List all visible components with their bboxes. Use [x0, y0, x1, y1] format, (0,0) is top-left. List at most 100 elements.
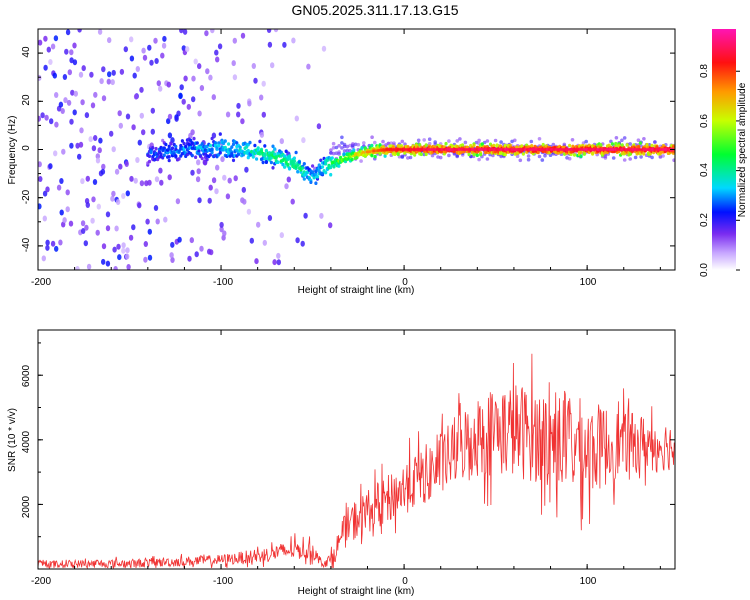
spectrogram-noise-cell [105, 260, 111, 267]
spectrogram-ridge-cell [296, 169, 300, 174]
spectrogram-ridge-cell [311, 164, 315, 168]
spectrogram-noise-cell [77, 153, 82, 160]
spectrogram-noise-cell [101, 163, 106, 170]
spectrogram-noise-cell [477, 138, 481, 143]
spectrogram-noise-cell [266, 29, 272, 33]
spectrogram-noise-cell [219, 226, 224, 233]
spectrogram-ridge-cell [283, 165, 287, 169]
spectrogram-noise-cell [117, 254, 122, 261]
spectrogram-noise-cell [41, 255, 46, 262]
spectrogram-ridge-cell [236, 152, 240, 157]
spectrogram-ridge-cell [319, 158, 323, 163]
spectrogram-noise-cell [373, 140, 377, 145]
spectrogram-noise-cell [636, 138, 641, 142]
spectrogram-noise-cell [447, 153, 451, 158]
spectrogram-noise-cell [38, 115, 41, 122]
spectrogram-noise-cell [53, 150, 58, 157]
spectrogram-ridge-cell [309, 180, 313, 184]
spectrogram-noise-cell [97, 147, 102, 154]
spectrogram-ridge-cell [259, 149, 264, 153]
spectrogram-noise-cell [88, 136, 93, 143]
spectrogram-ridge-cell [256, 146, 260, 150]
spectrogram-noise-cell [658, 155, 663, 159]
spectrogram-noise-cell [69, 142, 74, 149]
spectrogram-noise-cell [125, 247, 130, 254]
spectrogram-ridge-cell [292, 156, 296, 160]
spectrogram-noise-cell [49, 118, 54, 125]
spectrogram-ridge-cell [352, 148, 356, 152]
spectrogram-noise-cell [158, 167, 163, 174]
spectrogram-noise-cell [61, 148, 66, 155]
spectrogram-noise-cell [128, 234, 134, 241]
spectrogram-noise-cell [611, 156, 616, 160]
spectrogram-noise-cell [225, 193, 231, 200]
spectrogram-noise-cell [191, 96, 196, 103]
spectrogram-ridge-cell [258, 139, 262, 144]
spectrogram-noise-cell [44, 114, 49, 121]
spectrogram-noise-cell [101, 258, 106, 265]
spectrogram-ridge-cell [283, 154, 287, 158]
colorbar-ticks [736, 70, 740, 271]
spectrogram-noise-cell [301, 137, 306, 144]
spectrogram-ridge-cell [645, 142, 649, 147]
spectrogram-noise-cell [153, 37, 158, 44]
spectrogram-noise-cell [179, 29, 184, 34]
spectrogram-ridge-cell [480, 142, 484, 146]
spectrogram-ridge-cell [200, 156, 204, 161]
spectrogram-noise-cell [267, 41, 273, 48]
spectrogram-noise-cell [262, 239, 267, 246]
spectrogram-noise-cell [215, 164, 220, 171]
colorbar-tick-label: 0.8 [699, 64, 710, 78]
spectrogram-noise-cell [142, 54, 148, 61]
spectrogram-ridge-cell [591, 151, 595, 155]
spectrogram-noise-cell [45, 244, 50, 251]
spectrogram-ridge-cell [451, 144, 455, 148]
spectrogram-noise-cell [156, 80, 161, 87]
spectrogram-noise-cell [95, 157, 101, 164]
spectrogram-cells [38, 29, 675, 270]
spectrogram-noise-cell [191, 75, 196, 82]
spectrogram-noise-cell [101, 66, 106, 73]
spectrogram-ridge-cell [271, 166, 275, 170]
spectrogram-ridge-cell [167, 158, 171, 163]
x-tick-label-top: 100 [580, 277, 597, 288]
spectrogram-ridge-cell [329, 172, 333, 177]
spectrogram-noise-cell [81, 65, 86, 72]
spectrogram-noise-cell [179, 84, 184, 91]
spectrogram-ridge-cell [572, 153, 577, 157]
spectrogram-noise-cell [60, 108, 65, 114]
spectrogram-ridge-cell [208, 143, 212, 148]
spectrogram-noise-cell [392, 141, 396, 145]
spectrogram-noise-cell [340, 135, 344, 140]
spectrogram-noise-cell [43, 64, 48, 71]
spectrogram-ridge-cell [231, 158, 236, 163]
spectrogram-noise-cell [65, 206, 70, 213]
chart-title: GN05.2025.311.17.13.G15 [291, 2, 458, 18]
spectrogram-ridge-cell [373, 154, 377, 159]
spectrogram-ridge-cell [396, 152, 400, 157]
spectrogram-noise-cell [137, 202, 142, 209]
spectrogram-noise-cell [400, 139, 405, 144]
spectrogram-ridge-cell [424, 152, 428, 157]
spectrogram-noise-cell [389, 141, 394, 145]
spectrogram-noise-cell [182, 29, 188, 35]
spectrogram-ridge-cell [205, 157, 209, 162]
spectrogram-noise-cell [178, 92, 183, 99]
spectrogram-noise-cell [337, 144, 341, 148]
spectrogram-ridge-cell [210, 147, 214, 151]
spectrogram-noise-cell [236, 102, 241, 109]
spectrogram-noise-cell [214, 188, 219, 195]
spectrogram-noise-cell [54, 245, 59, 252]
spectrogram-ridge-cell [378, 152, 382, 156]
x-tick-label-top: -100 [213, 277, 233, 288]
spectrogram-noise-cell [220, 156, 225, 163]
spectrogram-noise-cell [121, 193, 126, 199]
spectrogram-ridge-cell [370, 143, 374, 148]
spectrogram-noise-cell [217, 43, 223, 50]
spectrogram-noise-cell [463, 140, 468, 145]
spectrogram-noise-cell [406, 156, 410, 160]
snr-ticks [37, 330, 675, 569]
spectrogram-noise-cell [132, 72, 137, 79]
spectrogram-noise-cell [189, 237, 194, 244]
spectrogram-noise-cell [340, 141, 344, 145]
